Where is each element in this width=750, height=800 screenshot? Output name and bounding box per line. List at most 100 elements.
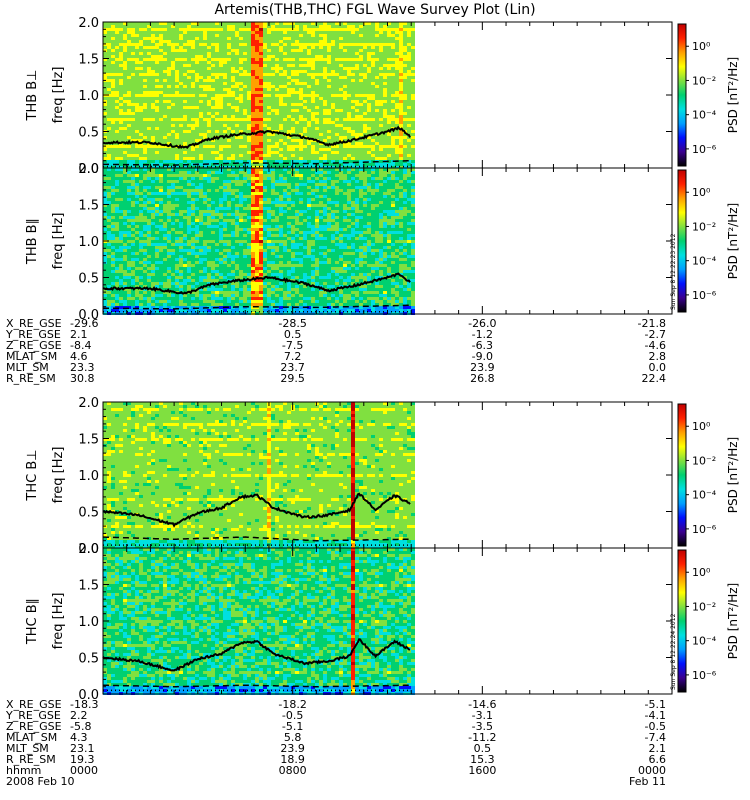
spectrogram-cell <box>363 106 367 109</box>
spectrogram-cell <box>127 234 131 237</box>
spectrogram-cell <box>375 49 379 52</box>
spectrogram-cell <box>371 145 375 148</box>
spectrogram-cell <box>111 285 115 288</box>
spectrogram-cell <box>143 118 147 121</box>
spectrogram-cell <box>347 148 351 151</box>
spectrogram-cell <box>175 58 179 61</box>
spectrogram-cell <box>111 189 115 192</box>
spectrogram-cell <box>295 61 299 64</box>
spectrogram-cell <box>123 261 127 264</box>
spectrogram-cell <box>223 160 227 163</box>
spectrogram-cell <box>291 109 295 112</box>
spectrogram-cell <box>219 115 223 118</box>
spectrogram-cell <box>215 112 219 115</box>
spectrogram-cell <box>143 142 147 145</box>
spectrogram-cell <box>379 100 383 103</box>
spectrogram-cell <box>179 258 183 261</box>
spectrogram-cell <box>135 186 139 189</box>
spectrogram-cell <box>367 148 371 151</box>
spectrogram-cell <box>359 91 363 94</box>
spectrogram-cell <box>239 73 243 76</box>
spectrogram-cell <box>351 58 355 61</box>
spectrogram-cell <box>111 118 115 121</box>
spectrogram-cell <box>131 124 135 127</box>
spectrogram-cell <box>223 118 227 121</box>
spectrogram-cell <box>307 148 311 151</box>
spectrogram-cell <box>187 225 191 228</box>
spectrogram-cell <box>115 264 119 267</box>
spectrogram-cell <box>135 106 139 109</box>
spectrogram-cell <box>171 198 175 201</box>
spectrogram-cell <box>147 306 151 309</box>
spectrogram-cell <box>399 109 403 112</box>
spectrogram-cell <box>215 91 219 94</box>
spectrogram-cell <box>411 85 415 88</box>
spectrogram-cell <box>299 157 303 160</box>
spectrogram-cell <box>163 198 167 201</box>
spectrogram-cell <box>123 82 127 85</box>
spectrogram-cell <box>331 160 335 163</box>
spectrogram-cell <box>123 64 127 67</box>
spectrogram-cell <box>279 61 283 64</box>
spectrogram-cell <box>219 148 223 151</box>
spectrogram-cell <box>111 124 115 127</box>
spectrogram-cell <box>291 76 295 79</box>
spectrogram-cell <box>103 171 107 174</box>
spectrogram-cell <box>319 127 323 130</box>
spectrogram-cell <box>115 82 119 85</box>
spectrogram-cell <box>223 25 227 28</box>
spectrogram-cell <box>383 151 387 154</box>
spectrogram-cell <box>239 94 243 97</box>
spectrogram-cell <box>155 210 159 213</box>
spectrogram-cell <box>115 124 119 127</box>
spectrogram-cell <box>399 40 403 43</box>
spectrogram-cell <box>411 91 415 94</box>
spectrogram-cell <box>299 133 303 136</box>
spectrogram-cell <box>303 97 307 100</box>
spectrogram-cell <box>163 240 167 243</box>
spectrogram-cell <box>135 73 139 76</box>
spectrogram-cell <box>167 225 171 228</box>
spectrogram-cell <box>203 43 207 46</box>
spectrogram-cell <box>375 109 379 112</box>
spectrogram-cell <box>363 91 367 94</box>
spectrogram-cell <box>339 22 343 25</box>
spectrogram-cell <box>175 49 179 52</box>
spectrogram-cell <box>347 163 351 166</box>
spectrogram-cell <box>151 73 155 76</box>
spectrogram-cell <box>395 157 399 160</box>
spectrogram-cell <box>123 91 127 94</box>
spectrogram-cell <box>247 76 251 79</box>
spectrogram-cell <box>291 49 295 52</box>
spectrogram-cell <box>163 228 167 231</box>
spectrogram-cell <box>275 43 279 46</box>
spectrogram-cell <box>163 174 167 177</box>
spectrogram-cell <box>391 85 395 88</box>
spectrogram-cell <box>247 70 251 73</box>
spectrogram-cell <box>239 124 243 127</box>
spectrogram-cell <box>159 237 163 240</box>
spectrogram-cell <box>135 112 139 115</box>
spectrogram-cell <box>183 228 187 231</box>
spectrogram-cell <box>135 234 139 237</box>
spectrogram-cell <box>271 112 275 115</box>
spectrogram-cell <box>175 136 179 139</box>
spectrogram-cell <box>131 297 135 300</box>
spectrogram-cell <box>111 219 115 222</box>
spectrogram-cell <box>175 73 179 76</box>
spectrogram-cell <box>143 231 147 234</box>
spectrogram-cell <box>207 64 211 67</box>
spectrogram-cell <box>223 22 227 25</box>
spectrogram-cell <box>339 37 343 40</box>
spectrogram-cell <box>115 174 119 177</box>
spectrogram-cell <box>319 85 323 88</box>
spectrogram-cell <box>295 43 299 46</box>
spectrogram-cell <box>399 91 403 94</box>
spectrogram-cell <box>335 160 339 163</box>
spectrogram-cell <box>155 121 159 124</box>
spectrogram-cell <box>347 136 351 139</box>
spectrogram-cell <box>179 246 183 249</box>
spectrogram-cell <box>307 67 311 70</box>
spectrogram-cell <box>263 88 267 91</box>
spectrogram-cell <box>323 127 327 130</box>
